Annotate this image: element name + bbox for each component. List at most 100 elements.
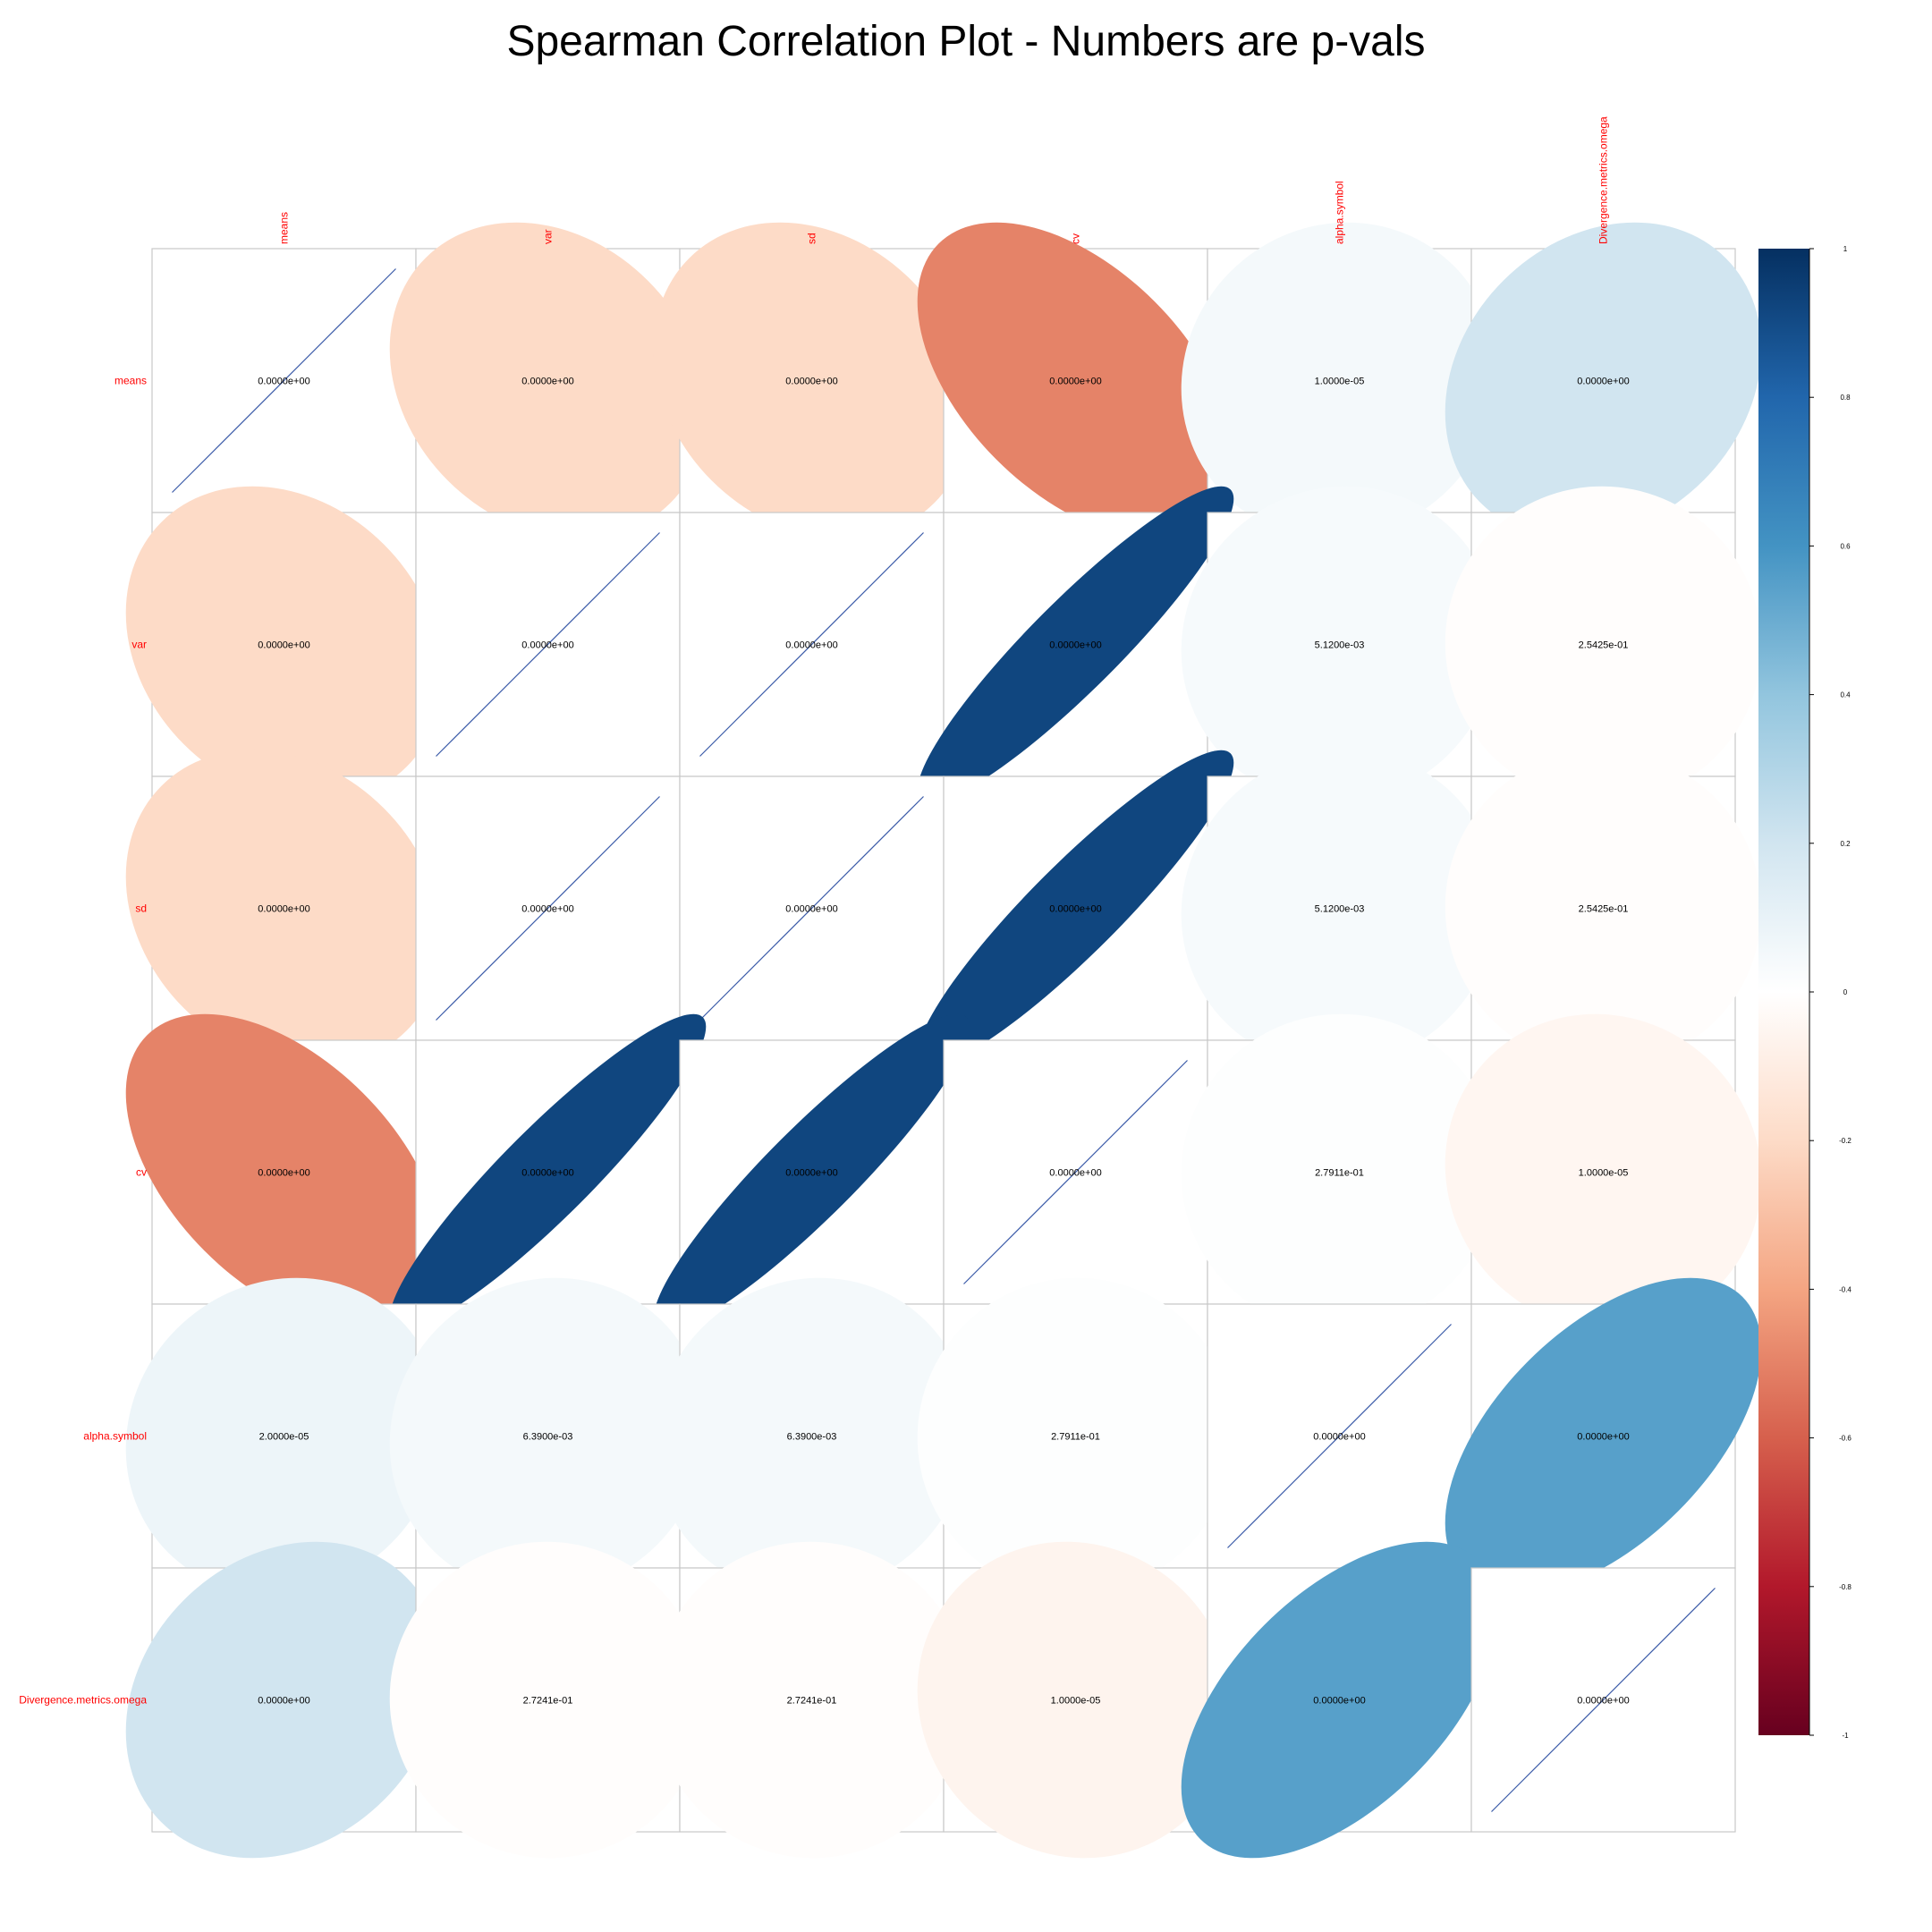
pval-label: 2.0000e-05	[259, 1432, 309, 1443]
pval-label: 0.0000e+00	[521, 1168, 573, 1179]
pval-label: 0.0000e+00	[785, 904, 837, 915]
matrix-cell: 0.0000e+00	[1207, 1303, 1472, 1569]
pval-label: 2.5425e-01	[1579, 640, 1629, 651]
pval-label: 5.1200e-03	[1315, 904, 1365, 915]
matrix-cell: 0.0000e+00	[1445, 222, 1762, 539]
column-label: cv	[1070, 233, 1082, 244]
matrix-cell: 0.0000e+00	[125, 750, 443, 1067]
matrix-cell: 0.0000e+00	[1470, 1567, 1736, 1833]
correlation-ellipse	[389, 1013, 707, 1331]
colorbar-gradient	[1758, 249, 1809, 1735]
matrix-cell: 1.0000e-05	[917, 1541, 1234, 1859]
column-labels: means var sd cv alpha.symbol Divergence.metri…	[278, 116, 1610, 244]
matrix-cell: 2.7241e-01	[653, 1541, 970, 1859]
pval-label: 0.0000e+00	[1313, 1432, 1365, 1443]
correlation-ellipse	[1445, 222, 1762, 539]
matrix-cell: 1.0000e-05	[1445, 1013, 1762, 1331]
row-labels: means var sd cv alpha.symbol Divergence.metri…	[19, 375, 147, 1707]
pval-label: 2.7911e-01	[1315, 1168, 1364, 1179]
matrix-cell: 2.7911e-01	[917, 1277, 1234, 1595]
pval-label: 0.0000e+00	[785, 377, 837, 387]
colorbar-tick-label: 0.2	[1840, 840, 1851, 848]
pval-label: 0.0000e+00	[521, 377, 573, 387]
matrix-cell: 0.0000e+00	[415, 512, 681, 777]
pval-label: 0.0000e+00	[258, 640, 309, 651]
matrix-cell: 5.1200e-03	[1181, 750, 1498, 1067]
diagonal-line	[699, 532, 924, 757]
colorbar-tick-label: -0.2	[1839, 1137, 1852, 1145]
correlation-ellipse	[917, 222, 1234, 539]
matrix-cell: 0.0000e+00	[125, 1541, 443, 1859]
matrix-cell: 6.3900e-03	[653, 1277, 970, 1595]
correlation-ellipse	[1181, 1541, 1498, 1859]
correlation-ellipse	[125, 1013, 443, 1331]
diagonal-line	[1227, 1324, 1452, 1548]
correlation-ellipse	[1445, 1013, 1762, 1331]
row-label: var	[131, 639, 147, 651]
colorbar-tick-label: -1	[1842, 1732, 1849, 1740]
correlation-ellipse	[125, 1541, 443, 1859]
matrix-cell: 1.0000e-05	[1181, 222, 1498, 539]
matrix-cell: 0.0000e+00	[917, 222, 1234, 539]
matrix-cell: 0.0000e+00	[389, 1013, 707, 1331]
pval-label: 1.0000e-05	[1579, 1168, 1629, 1179]
pval-label: 0.0000e+00	[785, 1168, 837, 1179]
matrix-cell: 2.7911e-01	[1181, 1013, 1498, 1331]
correlation-ellipse	[917, 750, 1234, 1067]
correlation-ellipse	[917, 1541, 1234, 1859]
correlation-ellipse	[1181, 222, 1498, 539]
correlation-ellipse	[1445, 486, 1762, 803]
matrix-cell: 5.1200e-03	[1181, 486, 1498, 803]
correlation-ellipse	[653, 1013, 970, 1331]
row-label: sd	[135, 902, 147, 915]
pval-label: 2.7241e-01	[787, 1696, 837, 1707]
pval-label: 1.0000e-05	[1315, 377, 1365, 387]
colorbar-tick-label: 0.4	[1840, 691, 1851, 699]
pval-label: 0.0000e+00	[258, 1696, 309, 1707]
correlation-ellipse	[653, 1277, 970, 1595]
column-label: var	[542, 229, 555, 244]
matrix-cell: 0.0000e+00	[653, 1013, 970, 1331]
row-label: means	[114, 375, 147, 387]
correlation-ellipse	[125, 1277, 443, 1595]
colorbar-tick-label: 0.8	[1840, 394, 1851, 402]
pval-label: 0.0000e+00	[1577, 1432, 1629, 1443]
column-label: alpha.symbol	[1334, 181, 1346, 244]
correlation-ellipse	[389, 1541, 707, 1859]
matrix-cell: 0.0000e+00	[1181, 1541, 1498, 1859]
pval-label: 6.3900e-03	[787, 1432, 837, 1443]
matrix-cell: 0.0000e+00	[125, 486, 443, 803]
pval-label: 0.0000e+00	[258, 377, 309, 387]
correlation-ellipse	[1445, 750, 1762, 1067]
colorbar: 1 0.8 0.6 0.4 0.2 0 -0.2 -0.4 -0.6 -0.8 -1	[1758, 245, 1852, 1740]
row-label: alpha.symbol	[83, 1430, 147, 1443]
colorbar-tick-label: 0.6	[1840, 542, 1851, 550]
correlation-ellipse	[125, 486, 443, 803]
matrix-cell: 0.0000e+00	[151, 248, 417, 513]
chart-title: Spearman Correlation Plot - Numbers are …	[506, 18, 1425, 65]
matrix-cell: 0.0000e+00	[415, 775, 681, 1041]
pval-label: 0.0000e+00	[1049, 640, 1101, 651]
colorbar-tick-label: 1	[1843, 245, 1848, 253]
pval-label: 0.0000e+00	[521, 640, 573, 651]
matrix-cell: 0.0000e+00	[943, 1039, 1208, 1305]
correlation-ellipse	[653, 222, 970, 539]
diagonal-line	[436, 796, 660, 1021]
pval-label: 6.3900e-03	[523, 1432, 573, 1443]
matrix-cell: 0.0000e+00	[917, 486, 1234, 803]
pval-label: 0.0000e+00	[785, 640, 837, 651]
correlation-ellipse	[1181, 750, 1498, 1067]
pval-label: 0.0000e+00	[1049, 1168, 1101, 1179]
matrix-cell: 2.7241e-01	[389, 1541, 707, 1859]
pval-label: 0.0000e+00	[1577, 377, 1629, 387]
pval-label: 5.1200e-03	[1315, 640, 1365, 651]
matrix-cell: 2.5425e-01	[1445, 750, 1762, 1067]
matrix-cell: 0.0000e+00	[917, 750, 1234, 1067]
pval-label: 1.0000e-05	[1051, 1696, 1101, 1707]
diagonal-line	[699, 796, 924, 1021]
correlation-ellipse	[917, 486, 1234, 803]
column-label: Divergence.metrics.omega	[1597, 116, 1610, 244]
column-label: sd	[806, 233, 818, 244]
matrix-cell: 2.5425e-01	[1445, 486, 1762, 803]
